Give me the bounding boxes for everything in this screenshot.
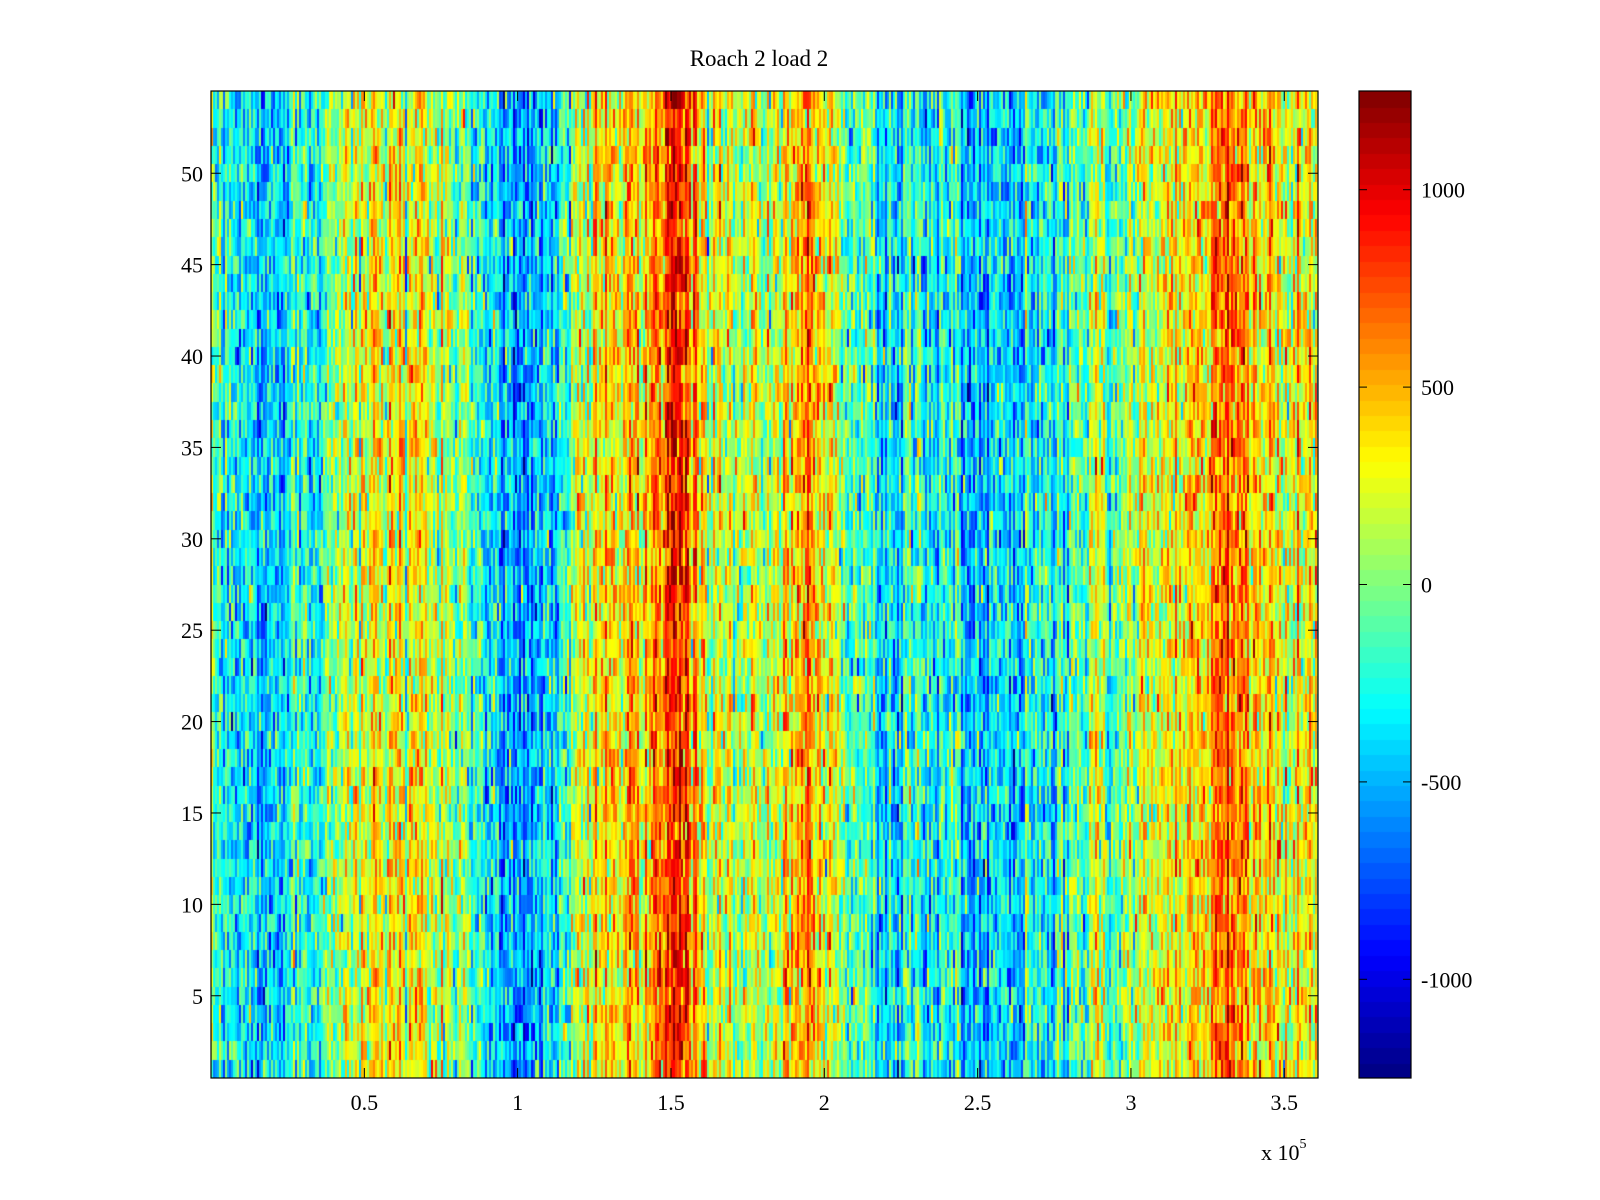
x-tick-label: 1 (512, 1090, 523, 1115)
colorbar-tick-label: 1000 (1421, 178, 1465, 203)
colorbar-tick-label: 500 (1421, 375, 1454, 400)
x-tick-label: 2 (819, 1090, 830, 1115)
colorbar-tick-label: 0 (1421, 573, 1432, 598)
y-tick-label: 50 (181, 161, 203, 186)
colorbar-tick-label: -1000 (1421, 967, 1472, 992)
colorbar (1359, 91, 1411, 1078)
x-axis-multiplier: x 105 (1261, 1137, 1307, 1165)
y-tick-label: 30 (181, 527, 203, 552)
y-tick-label: 45 (181, 253, 203, 278)
x-tick-label: 0.5 (351, 1090, 379, 1115)
x-tick-label: 1.5 (657, 1090, 685, 1115)
y-tick-label: 40 (181, 344, 203, 369)
heatmap (211, 91, 1318, 1078)
x-tick-label: 3.5 (1271, 1090, 1299, 1115)
chart-title: Roach 2 load 2 (690, 46, 829, 71)
y-tick-label: 15 (181, 801, 203, 826)
x-tick-label: 3 (1125, 1090, 1136, 1115)
y-tick-label: 25 (181, 618, 203, 643)
y-tick-label: 10 (181, 892, 203, 917)
y-tick-label: 35 (181, 435, 203, 460)
colorbar-tick-label: -500 (1421, 770, 1461, 795)
y-tick-label: 5 (192, 984, 203, 1009)
x-tick-label: 2.5 (964, 1090, 992, 1115)
colorbar-ticks: -1000 -500 0 500 1000 (1421, 178, 1472, 993)
y-axis-ticks: 5 10 15 20 25 30 35 40 45 50 (181, 161, 203, 1009)
x-axis-ticks: 0.5 1 1.5 2 2.5 3 3.5 (351, 1090, 1298, 1115)
y-tick-label: 20 (181, 710, 203, 735)
